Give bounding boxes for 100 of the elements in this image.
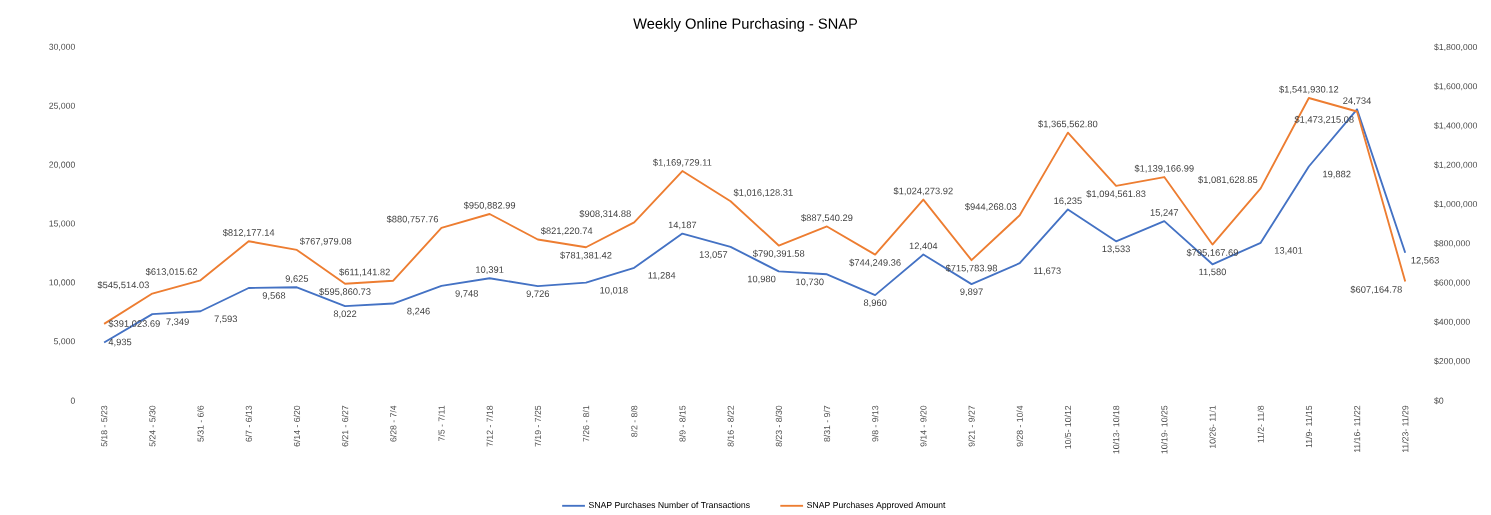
data-label: $744,249.36 [849, 258, 901, 267]
data-label: $1,081,628.85 [1198, 175, 1258, 184]
data-label: $812,177.14 [222, 228, 275, 237]
data-label: 7,593 [214, 315, 238, 324]
data-label: 9,897 [960, 288, 983, 296]
y2-tick-label: $400,000 [1434, 318, 1470, 326]
data-label: 8,022 [333, 310, 357, 319]
data-label: $950,882.99 [463, 201, 516, 210]
y-tick-label: 25,000 [49, 102, 75, 110]
y2-tick-label: $200,000 [1434, 357, 1470, 366]
data-label: 10,391 [476, 266, 504, 274]
data-label: $821,220.74 [540, 226, 593, 236]
x-tick-label: 9/14 - 9/20 [920, 405, 927, 447]
data-label: $1,024,273.92 [893, 187, 953, 196]
x-tick-label: 5/24 - 5/30 [149, 405, 156, 447]
x-tick-label: 7/26 - 8/1 [582, 405, 590, 442]
x-tick-label: 8/2 - 8/8 [631, 405, 638, 437]
data-label: 9,625 [285, 275, 309, 283]
data-label: $607,164.78 [1350, 285, 1402, 294]
data-label: $715,783.98 [945, 264, 998, 273]
data-label: 10,018 [600, 286, 628, 295]
x-tick-label: 5/18 - 5/23 [100, 405, 108, 447]
data-label: 9,726 [526, 290, 550, 298]
y-tick-label: 5,000 [53, 338, 75, 346]
data-label: 11,580 [1199, 268, 1227, 277]
data-label: $545,514.03 [97, 281, 149, 290]
x-tick-label: 10/19- 10/25 [1161, 405, 1168, 454]
x-tick-label: 7/19 - 7/25 [534, 405, 541, 447]
y-tick-label: 20,000 [49, 161, 75, 169]
data-label: 15,247 [1150, 208, 1179, 217]
data-label: $767,979.08 [299, 237, 352, 246]
data-label: $1,541,930.12 [1279, 85, 1339, 94]
data-label: 16,235 [1054, 197, 1082, 206]
x-tick-label: 11/2- 11/8 [1257, 405, 1264, 443]
data-label: $781,381.42 [560, 251, 612, 260]
x-tick-label: 7/5 - 7/11 [438, 405, 445, 441]
data-label: 8,246 [407, 307, 430, 316]
x-tick-label: 6/21 - 6/27 [341, 405, 349, 447]
y-tick-label: 15,000 [49, 220, 75, 228]
data-label: $887,540.29 [801, 213, 853, 223]
x-tick-label: 7/12 - 7/18 [486, 405, 493, 447]
x-tick-label: 6/28 - 7/4 [390, 405, 397, 442]
y2-tick-label: $800,000 [1434, 239, 1470, 248]
data-label: $790,391.58 [752, 249, 805, 258]
data-label: $613,015.62 [145, 267, 198, 276]
data-label: 13,533 [1102, 245, 1130, 254]
data-label: 9,748 [455, 290, 478, 298]
data-label: 4,935 [108, 338, 132, 347]
x-tick-label: 10/13- 10/18 [1112, 405, 1120, 454]
y-tick-label: 30,000 [49, 43, 75, 51]
data-label: $1,094,561.83 [1086, 189, 1146, 199]
x-tick-label: 11/9- 11/15 [1305, 405, 1313, 448]
y2-tick-label: $0 [1434, 397, 1444, 405]
x-tick-label: 9/8 - 9/13 [871, 405, 879, 442]
chart-title: Weekly Online Purchasing - SNAP [633, 17, 858, 32]
data-label: $595,860.73 [319, 287, 371, 296]
data-label: 10,730 [796, 278, 824, 287]
y2-tick-label: $1,600,000 [1434, 82, 1478, 91]
data-label: 10,980 [747, 275, 776, 284]
x-tick-label: 9/21 - 9/27 [968, 405, 975, 447]
x-tick-label: 8/23 - 8/30 [775, 405, 782, 447]
legend-label: SNAP Purchases Approved Amount [807, 501, 946, 510]
data-label: 8,960 [863, 299, 887, 307]
y2-tick-label: $1,800,000 [1434, 43, 1478, 51]
y2-tick-label: $1,400,000 [1434, 121, 1478, 130]
data-label: 14,187 [668, 221, 697, 230]
x-tick-label: 11/23- 11/29 [1402, 405, 1409, 452]
x-tick-label: 10/5- 10/12 [1064, 405, 1072, 449]
data-label: 9,568 [262, 292, 286, 300]
y-tick-label: 0 [70, 397, 75, 404]
legend-label: SNAP Purchases Number of Transactions [588, 501, 750, 508]
data-label: 7,349 [166, 318, 189, 326]
x-tick-label: 8/9 - 8/15 [679, 405, 686, 442]
x-tick-label: 8/31 - 9/7 [823, 405, 831, 442]
data-label: $1,365,562.80 [1038, 120, 1098, 129]
x-tick-label: 6/7 - 6/13 [245, 405, 252, 442]
data-label: $880,757.76 [386, 215, 439, 224]
data-label: 13,401 [1274, 246, 1303, 255]
x-tick-label: 6/14 - 6/20 [293, 405, 301, 447]
x-tick-label: 10/26- 11/1 [1209, 405, 1216, 448]
x-tick-label: 8/16 - 8/22 [727, 405, 734, 447]
data-label: $1,016,128.31 [733, 188, 793, 197]
data-label: $1,139,166.99 [1134, 164, 1194, 173]
x-tick-label: 9/28 - 10/4 [1016, 405, 1023, 447]
data-label: $1,169,729.11 [652, 158, 712, 167]
data-label: $944,268.03 [964, 202, 1017, 211]
y2-tick-label: $1,200,000 [1434, 161, 1478, 169]
y2-tick-label: $1,000,000 [1434, 200, 1478, 208]
data-label: $908,314.88 [579, 209, 631, 218]
x-tick-label: 5/31 - 6/6 [197, 405, 204, 442]
data-label: 12,563 [1411, 256, 1439, 265]
y2-tick-label: $600,000 [1434, 279, 1470, 287]
data-label: 24,734 [1343, 97, 1372, 105]
data-label: 11,284 [648, 271, 676, 280]
data-label: 19,882 [1323, 170, 1351, 179]
data-label: 13,057 [699, 251, 728, 259]
data-label: 12,404 [909, 242, 938, 251]
data-label: $611,141.82 [339, 268, 390, 277]
x-tick-label: 11/16- 11/22 [1353, 405, 1361, 452]
y-tick-label: 10,000 [49, 279, 75, 287]
